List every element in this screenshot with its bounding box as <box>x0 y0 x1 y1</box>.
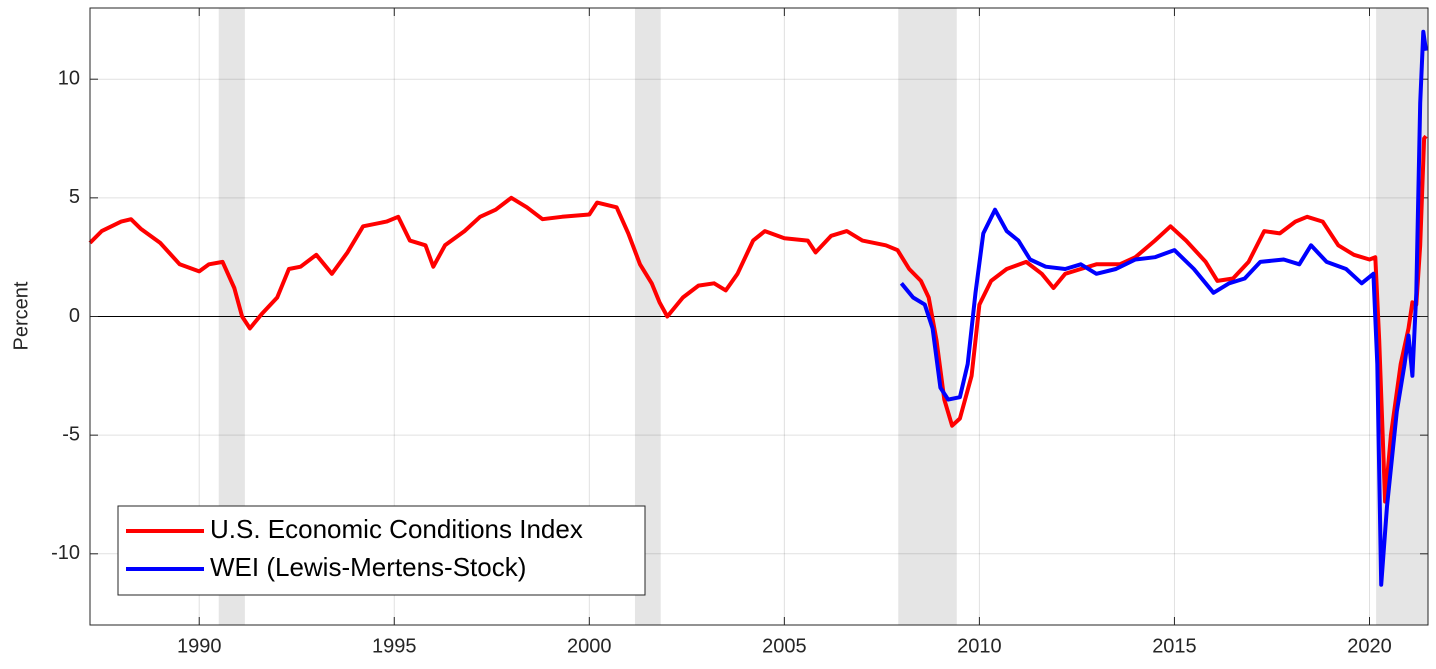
y-tick-label: -5 <box>62 423 80 445</box>
y-axis-label: Percent <box>10 281 32 350</box>
x-tick-label: 2010 <box>957 635 1002 657</box>
x-tick-label: 2015 <box>1152 635 1197 657</box>
x-tick-label: 2020 <box>1347 635 1392 657</box>
x-tick-label: 1990 <box>177 635 222 657</box>
y-tick-label: 10 <box>58 67 80 89</box>
y-tick-label: 5 <box>69 186 80 208</box>
legend-label: U.S. Economic Conditions Index <box>210 514 583 544</box>
y-tick-label: -10 <box>51 542 80 564</box>
x-tick-label: 2000 <box>567 635 612 657</box>
series-line <box>899 29 1428 587</box>
series-line <box>88 134 1428 504</box>
legend-label: WEI (Lewis-Mertens-Stock) <box>210 552 526 582</box>
y-tick-label: 0 <box>69 305 80 327</box>
x-tick-label: 1995 <box>372 635 417 657</box>
x-tick-label: 2005 <box>762 635 807 657</box>
plot-frame <box>89 7 1429 626</box>
legend-box <box>117 505 646 596</box>
